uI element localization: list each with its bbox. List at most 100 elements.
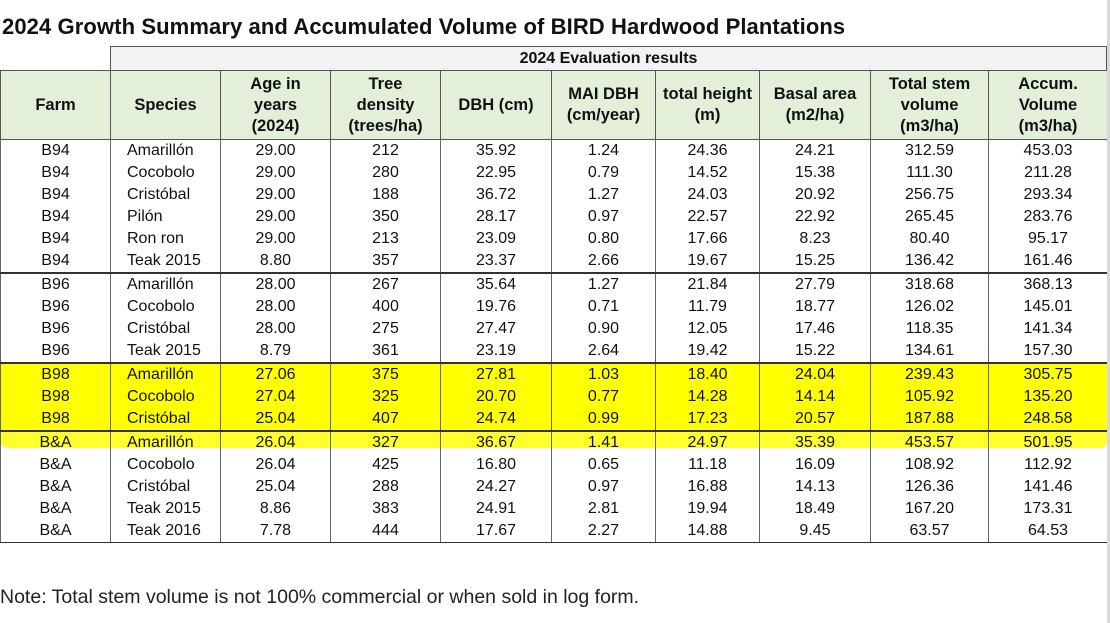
value-cell: 16.80 (440, 454, 552, 476)
column-header: Age in years (2024) (220, 70, 331, 140)
column-header-line: Species (134, 95, 197, 114)
value-cell: 312.59 (870, 139, 989, 162)
species-cell: Amarillón (110, 139, 221, 162)
value-cell: 157.30 (988, 340, 1108, 364)
value-cell: 187.88 (870, 408, 989, 432)
farm-cell: B94 (0, 228, 111, 250)
farm-cell: B94 (0, 139, 111, 162)
value-cell: 14.52 (655, 162, 760, 184)
table-row: B96 Teak 2015 8.79 361 23.19 2.64 19.42 15.22 13… (0, 340, 1108, 364)
column-header: Tree density (trees/ha) (330, 70, 441, 140)
value-cell: 11.18 (655, 454, 760, 476)
value-cell: 118.35 (870, 318, 989, 340)
page-title: 2024 Growth Summary and Accumulated Volu… (2, 14, 846, 39)
value-cell: 35.39 (759, 430, 871, 454)
column-header-line: total height (663, 85, 752, 103)
value-cell: 24.36 (655, 139, 760, 162)
value-cell: 1.27 (551, 184, 656, 206)
value-cell: 8.86 (220, 498, 331, 520)
value-cell: 28.00 (220, 272, 331, 296)
column-header-line: DBH (cm) (458, 95, 534, 114)
column-header: total height (m) (655, 70, 760, 140)
value-cell: 27.06 (220, 362, 331, 386)
value-cell: 14.28 (655, 386, 760, 408)
species-cell: Teak 2015 (110, 250, 221, 274)
table-row: B98 Cristóbal 25.04 407 24.74 0.99 17.23 20.57 1… (0, 408, 1108, 432)
species-cell: Pilón (110, 206, 221, 228)
value-cell: 14.14 (759, 386, 871, 408)
value-cell: 0.97 (551, 206, 656, 228)
column-header: MAI DBH (cm/year) (551, 70, 656, 140)
value-cell: 36.72 (440, 184, 552, 206)
value-cell: 24.74 (440, 408, 552, 432)
species-cell: Amarillón (110, 362, 221, 386)
value-cell: 161.46 (988, 250, 1108, 274)
value-cell: 267 (330, 272, 441, 296)
value-cell: 135.20 (988, 386, 1108, 408)
value-cell: 2.66 (551, 250, 656, 274)
value-cell: 112.92 (988, 454, 1108, 476)
value-cell: 15.25 (759, 250, 871, 274)
value-cell: 22.92 (759, 206, 871, 228)
value-cell: 368.13 (988, 272, 1108, 296)
value-cell: 283.76 (988, 206, 1108, 228)
value-cell: 24.91 (440, 498, 552, 520)
value-cell: 14.88 (655, 520, 760, 543)
value-cell: 17.46 (759, 318, 871, 340)
table-row: B94 Cristóbal 29.00 188 36.72 1.27 24.03 20.92 2… (0, 184, 1108, 206)
value-cell: 35.92 (440, 139, 552, 162)
value-cell: 383 (330, 498, 441, 520)
species-cell: Teak 2015 (110, 498, 221, 520)
value-cell: 23.37 (440, 250, 552, 274)
species-cell: Cristóbal (110, 184, 221, 206)
column-header-line: Total stem (888, 74, 971, 93)
evaluation-title: 2024 Evaluation results (519, 50, 698, 67)
value-cell: 188 (330, 184, 441, 206)
column-header-line: Volume (1018, 95, 1078, 114)
table-row: B98 Cocobolo 27.04 325 20.70 0.77 14.28 14.14 10… (0, 386, 1108, 408)
value-cell: 400 (330, 296, 441, 318)
value-cell: 17.67 (440, 520, 552, 543)
value-cell: 256.75 (870, 184, 989, 206)
column-header-line: density (356, 95, 415, 114)
value-cell: 0.90 (551, 318, 656, 340)
value-cell: 29.00 (220, 184, 331, 206)
table-body: B94 Amarillón 29.00 212 35.92 1.24 24.36 24.21 3… (0, 139, 1108, 543)
value-cell: 23.09 (440, 228, 552, 250)
value-cell: 325 (330, 386, 441, 408)
column-header-line: Basal area (773, 85, 857, 103)
farm-cell: B&A (0, 520, 111, 543)
value-cell: 18.77 (759, 296, 871, 318)
value-cell: 0.77 (551, 386, 656, 408)
value-cell: 361 (330, 340, 441, 364)
value-cell: 27.81 (440, 362, 552, 386)
value-cell: 213 (330, 228, 441, 250)
farm-cell: B94 (0, 250, 111, 274)
value-cell: 20.57 (759, 408, 871, 432)
value-cell: 24.03 (655, 184, 760, 206)
value-cell: 318.68 (870, 272, 989, 296)
value-cell: 265.45 (870, 206, 989, 228)
value-cell: 8.80 (220, 250, 331, 274)
value-cell: 27.47 (440, 318, 552, 340)
table-row: B&A Teak 2015 8.86 383 24.91 2.81 19.94 18.49 16… (0, 498, 1108, 520)
value-cell: 239.43 (870, 362, 989, 386)
value-cell: 36.67 (440, 430, 552, 454)
value-cell: 293.34 (988, 184, 1108, 206)
value-cell: 1.41 (551, 430, 656, 454)
farm-cell: B94 (0, 206, 111, 228)
value-cell: 350 (330, 206, 441, 228)
footnote: Note: Total stem volume is not 100% comm… (0, 586, 640, 608)
evaluation-band (110, 46, 1107, 71)
value-cell: 28.17 (440, 206, 552, 228)
value-cell: 453.03 (988, 139, 1108, 162)
value-cell: 16.88 (655, 476, 760, 498)
value-cell: 501.95 (988, 430, 1108, 454)
farm-cell: B96 (0, 272, 111, 296)
value-cell: 8.79 (220, 340, 331, 364)
column-header-line: (2024) (251, 116, 300, 135)
table-row: B94 Ron ron 29.00 213 23.09 0.80 17.66 8.23 80.4… (0, 228, 1108, 250)
column-header-line: years (253, 95, 298, 114)
column-header-line: Farm (35, 95, 76, 114)
value-cell: 35.64 (440, 272, 552, 296)
